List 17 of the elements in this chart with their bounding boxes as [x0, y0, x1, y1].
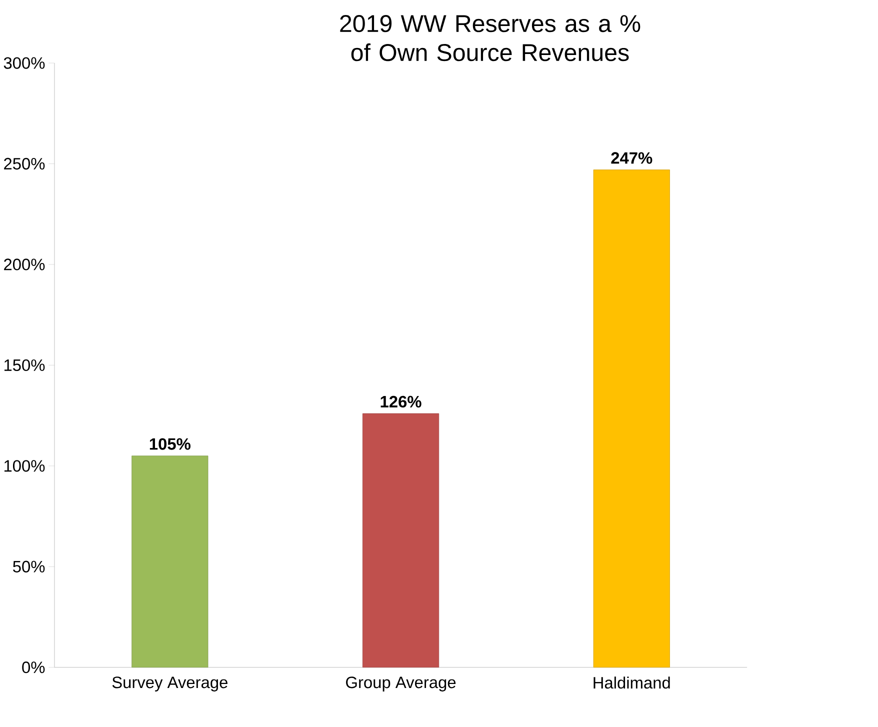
data-label: 247% — [611, 152, 652, 164]
x-tick-label: Survey Average — [112, 676, 228, 692]
y-tick-label: 300% — [4, 56, 45, 69]
data-label: 126% — [380, 396, 422, 408]
y-tick-label: 50% — [13, 560, 45, 572]
chart-title: 2019 WW Reserves as a % of Own Source Revenues — [340, 14, 640, 61]
bar — [593, 169, 670, 668]
y-tick-label: 100% — [4, 460, 45, 472]
x-tick-label: Group Average — [346, 676, 456, 692]
data-label: 105% — [150, 438, 190, 450]
y-tick-label: 0% — [22, 661, 45, 673]
bar — [362, 413, 440, 668]
y-tick-label: 250% — [4, 158, 45, 170]
bar — [132, 455, 208, 668]
y-tick-label: 150% — [4, 359, 45, 371]
x-tick-label: Haldimand — [594, 676, 670, 688]
y-tick-label: 200% — [4, 258, 45, 270]
